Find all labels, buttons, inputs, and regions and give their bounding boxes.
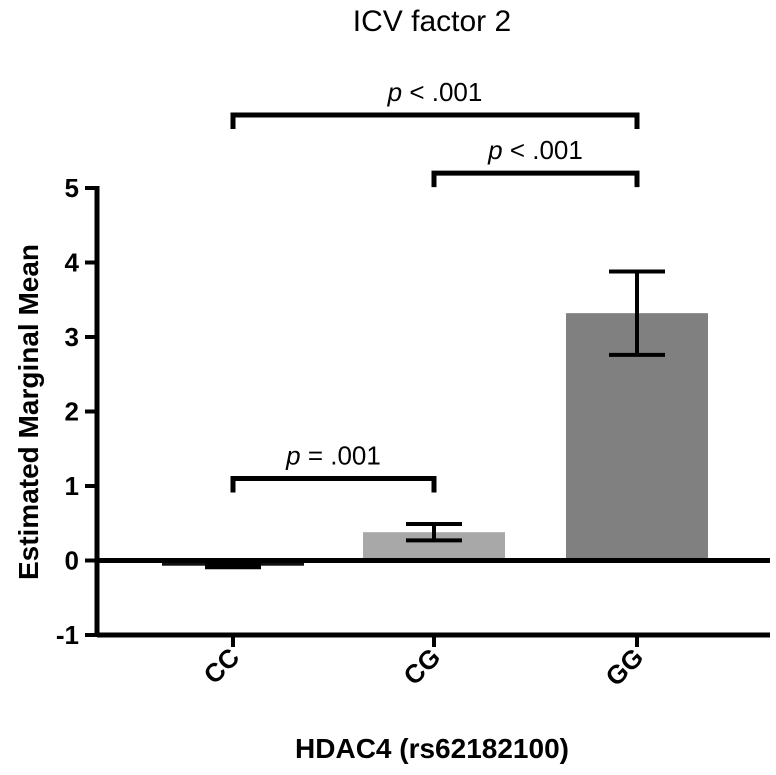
y-tick-label: 1 — [65, 471, 79, 501]
p-value-label: p < .001 — [487, 135, 583, 165]
x-tick-label-cg: CG — [397, 642, 446, 691]
x-tick-label-gg: GG — [599, 642, 649, 692]
y-tick-label: 3 — [65, 322, 79, 352]
error-bar-cc — [205, 562, 261, 570]
error-bars — [205, 269, 665, 570]
x-tick-labels: CC CG GG — [197, 635, 649, 692]
y-tick-label: 4 — [65, 248, 80, 278]
comparison-bracket-cc-gg: p < .001 — [230, 77, 640, 129]
error-bar-gg — [609, 269, 665, 357]
y-tick-label: 0 — [65, 546, 79, 576]
y-axis-label: Estimated Marginal Mean — [13, 244, 44, 580]
x-axis-label: HDAC4 (rs62182100) — [295, 733, 569, 764]
comparison-bracket-cc-cg: p = .001 — [230, 441, 437, 493]
y-tick-label: -1 — [56, 620, 79, 650]
y-tick-label: 5 — [65, 173, 79, 203]
error-bar-cg — [406, 521, 462, 543]
y-tick-labels: -1 0 1 2 3 4 5 — [56, 173, 97, 650]
p-value-label: p < .001 — [387, 77, 483, 107]
x-tick-label-cc: CC — [197, 642, 245, 690]
y-tick-label: 2 — [65, 397, 79, 427]
chart-title: ICV factor 2 — [353, 5, 511, 38]
p-value-label: p = .001 — [285, 441, 381, 471]
comparison-bracket-cg-gg: p < .001 — [431, 135, 640, 188]
